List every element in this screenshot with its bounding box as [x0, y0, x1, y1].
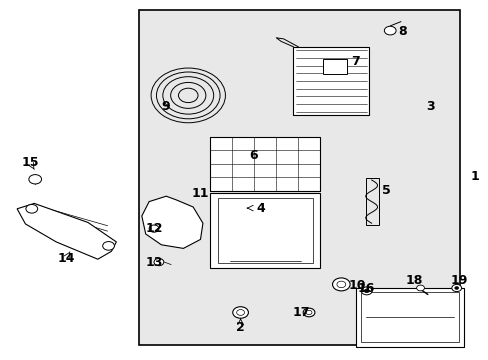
Text: 6: 6 — [249, 149, 258, 162]
Circle shape — [416, 285, 424, 291]
Polygon shape — [142, 196, 203, 248]
Polygon shape — [17, 203, 116, 259]
Circle shape — [236, 310, 244, 315]
Circle shape — [149, 225, 159, 232]
Circle shape — [303, 308, 314, 317]
Circle shape — [154, 258, 163, 266]
Text: 5: 5 — [382, 184, 390, 197]
Bar — [293, 47, 368, 115]
Circle shape — [102, 242, 114, 250]
Circle shape — [305, 310, 311, 315]
Circle shape — [454, 287, 458, 289]
Text: 11: 11 — [191, 187, 209, 200]
Text: 15: 15 — [21, 156, 39, 169]
Text: 16: 16 — [356, 282, 374, 295]
Text: 17: 17 — [292, 306, 309, 319]
Circle shape — [364, 289, 368, 293]
Bar — [365, 178, 379, 225]
Text: 13: 13 — [145, 256, 163, 269]
Circle shape — [361, 287, 371, 295]
Circle shape — [384, 26, 395, 35]
Text: 12: 12 — [145, 222, 163, 235]
Bar — [210, 137, 320, 191]
Text: 18: 18 — [405, 274, 423, 287]
Text: 1: 1 — [469, 170, 478, 183]
Bar — [360, 292, 458, 342]
Circle shape — [26, 204, 38, 213]
Bar — [322, 59, 346, 74]
Text: 7: 7 — [350, 55, 359, 68]
Text: 8: 8 — [398, 25, 407, 38]
Text: 19: 19 — [450, 274, 468, 287]
Bar — [217, 198, 312, 263]
Text: 4: 4 — [256, 202, 265, 215]
Bar — [210, 193, 320, 268]
Circle shape — [451, 284, 461, 292]
Circle shape — [336, 281, 345, 288]
Circle shape — [232, 307, 248, 318]
Circle shape — [29, 175, 41, 184]
Bar — [139, 10, 459, 345]
Bar — [355, 288, 463, 347]
Text: 9: 9 — [161, 100, 170, 113]
Circle shape — [332, 278, 349, 291]
Text: 14: 14 — [57, 252, 75, 265]
Text: 3: 3 — [426, 100, 434, 113]
Text: 2: 2 — [236, 321, 244, 334]
Text: 10: 10 — [347, 279, 365, 292]
